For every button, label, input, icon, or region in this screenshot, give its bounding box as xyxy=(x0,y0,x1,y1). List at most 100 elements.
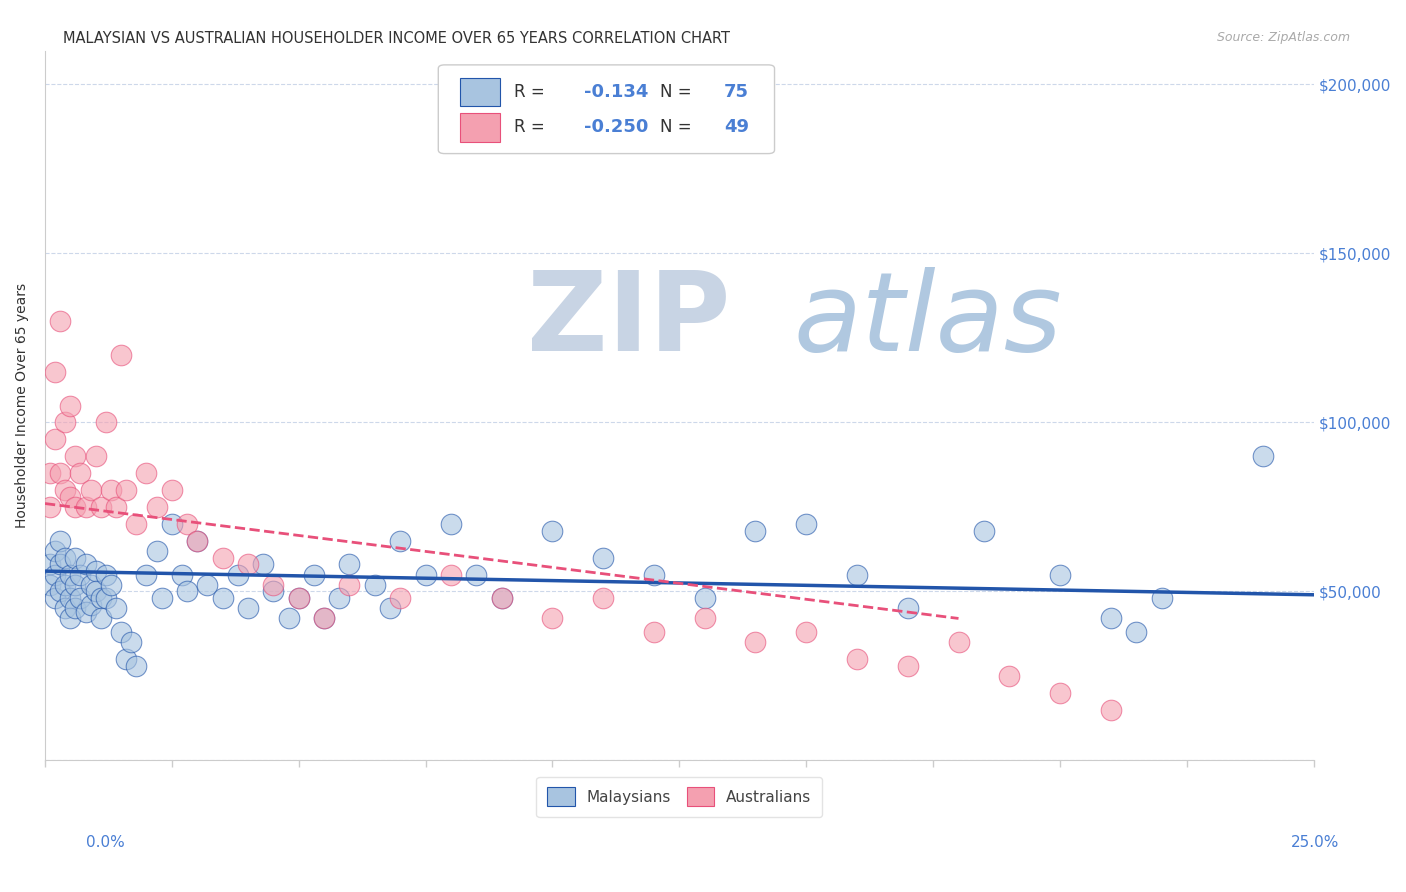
Point xyxy=(897,601,920,615)
Point xyxy=(84,564,107,578)
Point xyxy=(69,567,91,582)
Point xyxy=(1099,611,1122,625)
Point xyxy=(110,624,132,639)
Text: atlas: atlas xyxy=(793,267,1062,374)
Point xyxy=(176,584,198,599)
Point xyxy=(236,601,259,615)
Point xyxy=(94,567,117,582)
Point xyxy=(541,611,564,625)
Point xyxy=(39,466,62,480)
Point xyxy=(415,567,437,582)
Bar xyxy=(460,78,501,106)
Point xyxy=(592,591,614,606)
Y-axis label: Householder Income Over 65 years: Householder Income Over 65 years xyxy=(15,283,30,528)
Point xyxy=(643,567,665,582)
Point xyxy=(1150,591,1173,606)
Point xyxy=(693,591,716,606)
Point xyxy=(1099,703,1122,717)
Point xyxy=(186,533,208,548)
Point xyxy=(846,652,869,666)
Point xyxy=(53,601,76,615)
Point xyxy=(287,591,309,606)
Point xyxy=(1049,567,1071,582)
Text: N =: N = xyxy=(661,119,697,136)
Point xyxy=(59,567,82,582)
Point xyxy=(186,533,208,548)
Point xyxy=(389,591,412,606)
Point xyxy=(49,558,72,572)
Point xyxy=(44,433,66,447)
Point xyxy=(693,611,716,625)
Point xyxy=(75,605,97,619)
Point xyxy=(49,314,72,328)
Point xyxy=(440,516,463,531)
Point xyxy=(897,658,920,673)
Point xyxy=(262,577,284,591)
Point xyxy=(744,524,766,538)
Text: R =: R = xyxy=(515,83,550,101)
Point xyxy=(53,577,76,591)
Point xyxy=(49,584,72,599)
Point xyxy=(195,577,218,591)
Point xyxy=(84,584,107,599)
Text: 0.0%: 0.0% xyxy=(86,836,125,850)
Point xyxy=(314,611,336,625)
Text: -0.134: -0.134 xyxy=(585,83,648,101)
Point xyxy=(44,591,66,606)
Point xyxy=(75,558,97,572)
Point xyxy=(339,558,361,572)
Point xyxy=(328,591,350,606)
Point xyxy=(176,516,198,531)
Bar xyxy=(460,113,501,142)
Point xyxy=(1251,449,1274,463)
Text: R =: R = xyxy=(515,119,550,136)
Point xyxy=(100,577,122,591)
Point xyxy=(59,591,82,606)
Point xyxy=(262,584,284,599)
Point xyxy=(948,635,970,649)
Point xyxy=(236,558,259,572)
Point xyxy=(125,658,148,673)
Point xyxy=(389,533,412,548)
Point xyxy=(90,611,112,625)
Point xyxy=(252,558,274,572)
Point xyxy=(135,466,157,480)
Point xyxy=(65,449,87,463)
Point xyxy=(211,591,233,606)
Point xyxy=(287,591,309,606)
Point xyxy=(65,550,87,565)
Point xyxy=(226,567,249,582)
Point xyxy=(1049,686,1071,700)
Point xyxy=(105,601,128,615)
Text: 75: 75 xyxy=(724,83,749,101)
Point xyxy=(44,365,66,379)
Point xyxy=(115,483,138,497)
Point xyxy=(79,483,101,497)
Point xyxy=(59,611,82,625)
Point xyxy=(59,399,82,413)
Text: 25.0%: 25.0% xyxy=(1291,836,1339,850)
FancyBboxPatch shape xyxy=(439,65,775,153)
Text: 49: 49 xyxy=(724,119,749,136)
Point xyxy=(491,591,513,606)
Point xyxy=(339,577,361,591)
Point xyxy=(160,483,183,497)
Point xyxy=(53,483,76,497)
Point xyxy=(1125,624,1147,639)
Point xyxy=(49,533,72,548)
Point xyxy=(302,567,325,582)
Point xyxy=(65,500,87,514)
Point xyxy=(100,483,122,497)
Point xyxy=(150,591,173,606)
Point xyxy=(84,449,107,463)
Point xyxy=(592,550,614,565)
Point xyxy=(94,591,117,606)
Point xyxy=(44,567,66,582)
Text: MALAYSIAN VS AUSTRALIAN HOUSEHOLDER INCOME OVER 65 YEARS CORRELATION CHART: MALAYSIAN VS AUSTRALIAN HOUSEHOLDER INCO… xyxy=(63,31,730,46)
Point xyxy=(65,601,87,615)
Point xyxy=(69,466,91,480)
Point xyxy=(94,416,117,430)
Point xyxy=(39,577,62,591)
Point xyxy=(440,567,463,582)
Point xyxy=(491,591,513,606)
